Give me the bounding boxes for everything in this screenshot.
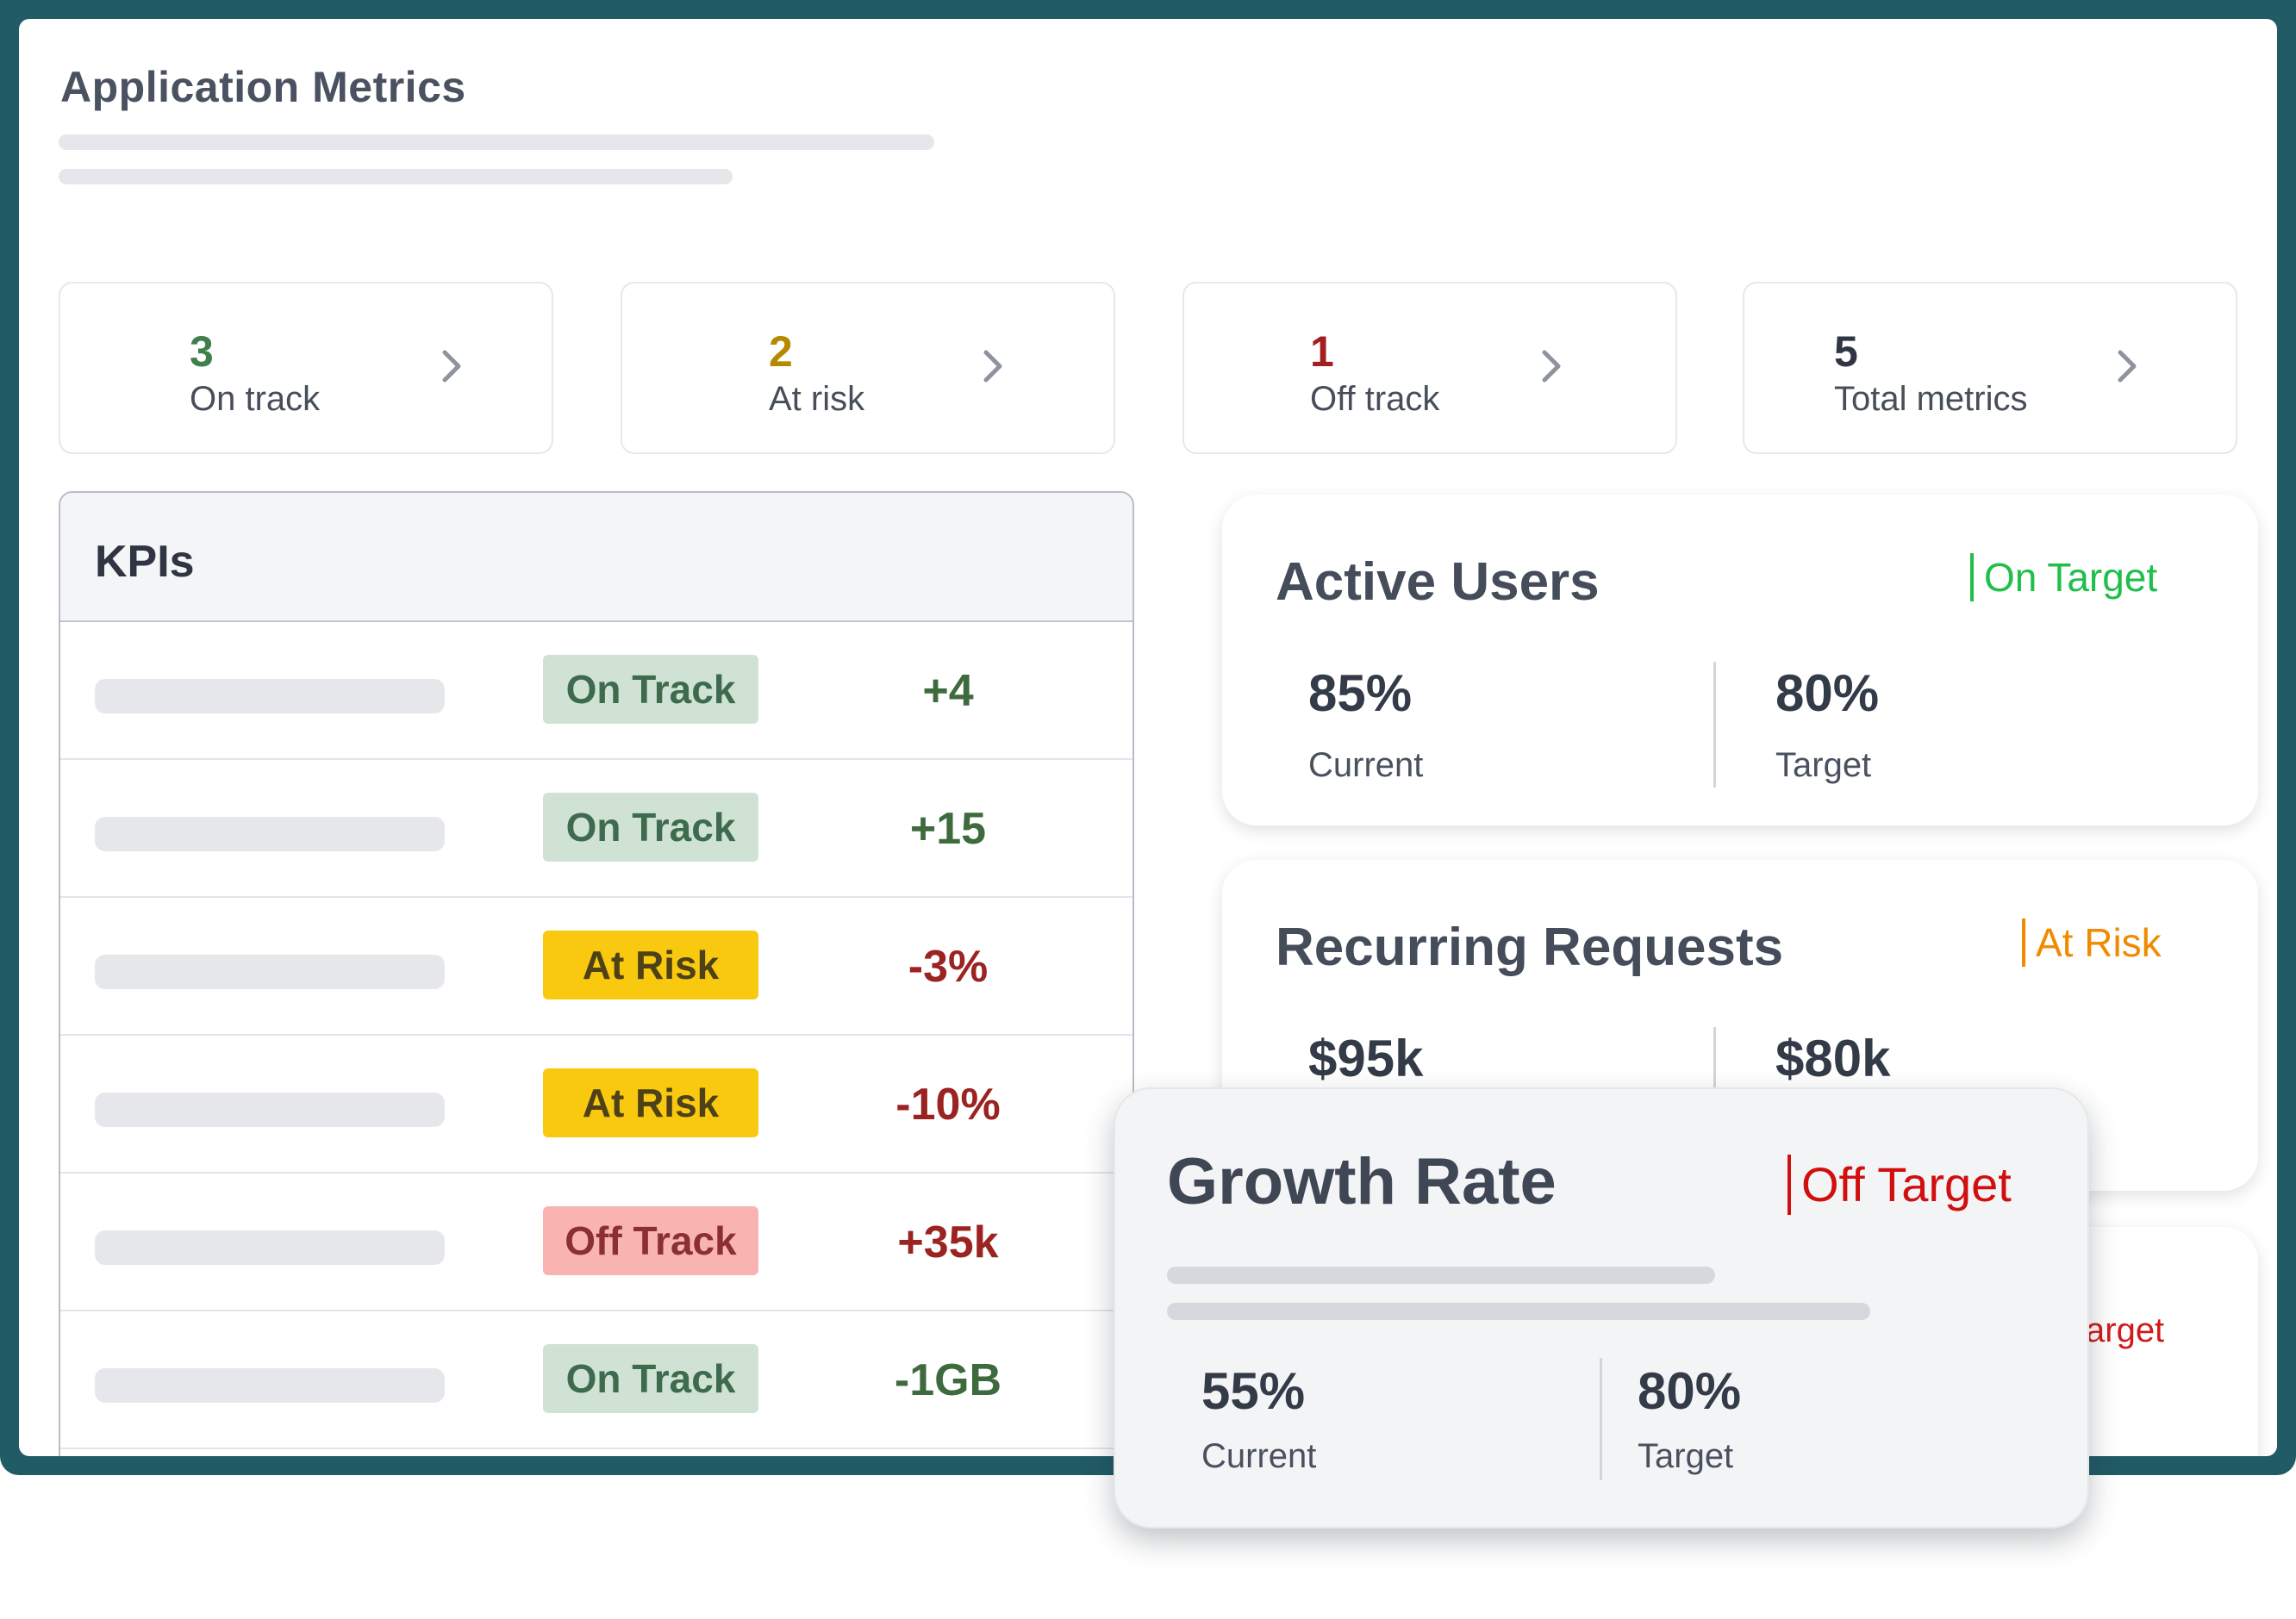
metric-divider — [1713, 662, 1716, 788]
metric-title: Growth Rate — [1167, 1145, 1557, 1218]
description-placeholder-line — [1167, 1303, 1870, 1320]
kpi-delta: -10% — [895, 1080, 1001, 1130]
current-label: Current — [1201, 1437, 1317, 1475]
metric-status: At Risk — [2022, 918, 2162, 967]
kpi-table-header: KPIs — [60, 493, 1132, 622]
metric-status: On Target — [1970, 553, 2157, 601]
summary-label: On track — [190, 380, 321, 418]
status-badge: On Track — [543, 793, 758, 862]
kpi-delta: +35k — [897, 1217, 999, 1267]
table-row[interactable]: On Track +4 — [60, 622, 1132, 760]
window-frame: Application Metrics 3 On track 2 At risk… — [0, 0, 2296, 1475]
kpi-name-placeholder — [95, 1230, 445, 1265]
kpi-name-placeholder — [95, 1093, 445, 1127]
kpi-delta: -3% — [908, 942, 989, 992]
status-badge: Off Track — [543, 1206, 758, 1275]
kpi-delta: +4 — [922, 666, 974, 716]
dashboard-panel: Application Metrics 3 On track 2 At risk… — [19, 19, 2277, 1456]
target-value: $80k — [1775, 1030, 1891, 1087]
metric-divider — [1600, 1358, 1602, 1480]
kpi-name-placeholder — [95, 955, 445, 989]
summary-count: 5 — [1834, 327, 1858, 376]
metric-status: Off Target — [1788, 1155, 2012, 1215]
metric-title: Recurring Requests — [1276, 918, 1784, 977]
current-value: 85% — [1308, 664, 1413, 722]
metric-card-active-users[interactable]: Active Users On Target 85% Current 80% T… — [1222, 495, 2258, 825]
kpi-name-placeholder — [95, 679, 445, 713]
summary-count: 1 — [1310, 327, 1334, 376]
kpi-delta: -1GB — [894, 1355, 1002, 1405]
description-placeholder-line — [59, 134, 934, 150]
chevron-right-icon — [983, 350, 1002, 383]
status-badge: At Risk — [543, 1068, 758, 1137]
description-placeholder-line — [1167, 1267, 1715, 1284]
metric-status: arget — [2086, 1311, 2165, 1349]
chevron-right-icon — [2118, 350, 2137, 383]
target-value: 80% — [1775, 664, 1880, 722]
page-title: Application Metrics — [60, 63, 466, 111]
kpi-name-placeholder — [95, 1368, 445, 1403]
chevron-right-icon — [1542, 350, 1561, 383]
summary-card-total-metrics[interactable]: 5 Total metrics — [1743, 282, 2237, 454]
summary-card-off-track[interactable]: 1 Off track — [1182, 282, 1677, 454]
table-row[interactable]: At Risk -10% — [60, 1036, 1132, 1174]
summary-count: 2 — [769, 327, 793, 376]
table-row[interactable]: On Track -1GB — [60, 1311, 1132, 1449]
chevron-right-icon — [442, 350, 461, 383]
target-label: Target — [1638, 1437, 1734, 1475]
current-value: $95k — [1308, 1030, 1424, 1087]
current-value: 55% — [1201, 1362, 1306, 1420]
kpi-table: KPIs On Track +4 On Track +15 At Risk -3… — [59, 491, 1134, 1456]
description-placeholder-line — [59, 169, 733, 184]
kpi-delta: +15 — [909, 804, 987, 854]
table-row[interactable]: On Track +15 — [60, 760, 1132, 898]
summary-card-at-risk[interactable]: 2 At risk — [621, 282, 1115, 454]
metric-title: Active Users — [1276, 552, 1600, 612]
summary-label: Off track — [1310, 380, 1440, 418]
kpi-name-placeholder — [95, 817, 445, 851]
summary-label: At risk — [769, 380, 865, 418]
metric-card-growth-rate[interactable]: Growth Rate Off Target 55% Current 80% T… — [1114, 1087, 2089, 1529]
table-row[interactable]: At Risk -3% — [60, 898, 1132, 1036]
current-label: Current — [1308, 746, 1424, 784]
target-value: 80% — [1638, 1362, 1742, 1420]
summary-label: Total metrics — [1834, 380, 2028, 418]
summary-count: 3 — [190, 327, 214, 376]
status-badge: On Track — [543, 1344, 758, 1413]
kpi-table-title: KPIs — [95, 537, 195, 587]
table-row[interactable]: Off Track +35k — [60, 1174, 1132, 1311]
target-label: Target — [1775, 746, 1872, 784]
status-badge: At Risk — [543, 931, 758, 999]
summary-card-on-track[interactable]: 3 On track — [59, 282, 553, 454]
status-badge: On Track — [543, 655, 758, 724]
